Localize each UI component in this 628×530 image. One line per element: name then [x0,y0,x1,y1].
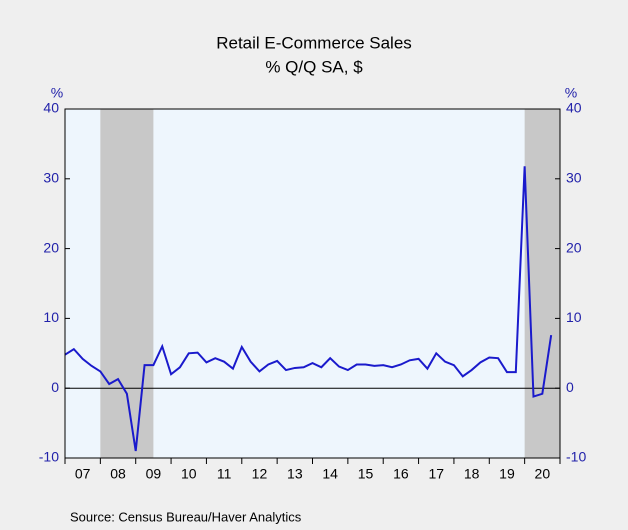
source: Source: Census Bureau/Haver Analytics [70,509,302,524]
y-tick-label: 10 [43,309,59,325]
recession-band [100,109,154,458]
y2-tick-label: 20 [566,239,582,255]
plot-border [64,108,561,459]
x-tick-label: 15 [358,466,374,482]
y2-tick-label: 10 [566,309,582,325]
x-tick-label: 10 [181,466,197,482]
x-tick-label: 07 [75,466,91,482]
data-line [64,166,553,452]
x-tick-label: 17 [428,466,444,482]
chart-subtitle: % Q/Q SA, $ [265,57,363,76]
y-unit: % [51,85,63,101]
y-tick-label: 20 [43,239,59,255]
x-tick-label: 13 [287,466,303,482]
x-tick-label: 14 [322,466,338,482]
y-tick-label: -10 [39,449,59,465]
y-tick-label: 0 [51,379,59,395]
x-tick-label: 20 [535,466,551,482]
x-tick-label: 11 [217,466,232,482]
y2-tick-label: 40 [566,100,582,116]
y-tick-label: 30 [43,170,59,186]
x-tick-label: 12 [252,466,268,482]
chart-title: Retail E-Commerce Sales [216,33,412,52]
x-tick-label: 19 [499,466,515,482]
recession-band [524,109,560,458]
y2-tick-label: -10 [566,449,586,465]
x-tick-label: 16 [393,466,409,482]
x-tick-label: 08 [110,466,126,482]
y-tick-label: 40 [43,100,59,116]
x-tick-label: 18 [464,466,480,482]
x-tick-label: 09 [146,466,162,482]
y2-tick-label: 30 [566,170,582,186]
y2-tick-label: 0 [566,379,574,395]
y2-unit: % [565,85,577,101]
